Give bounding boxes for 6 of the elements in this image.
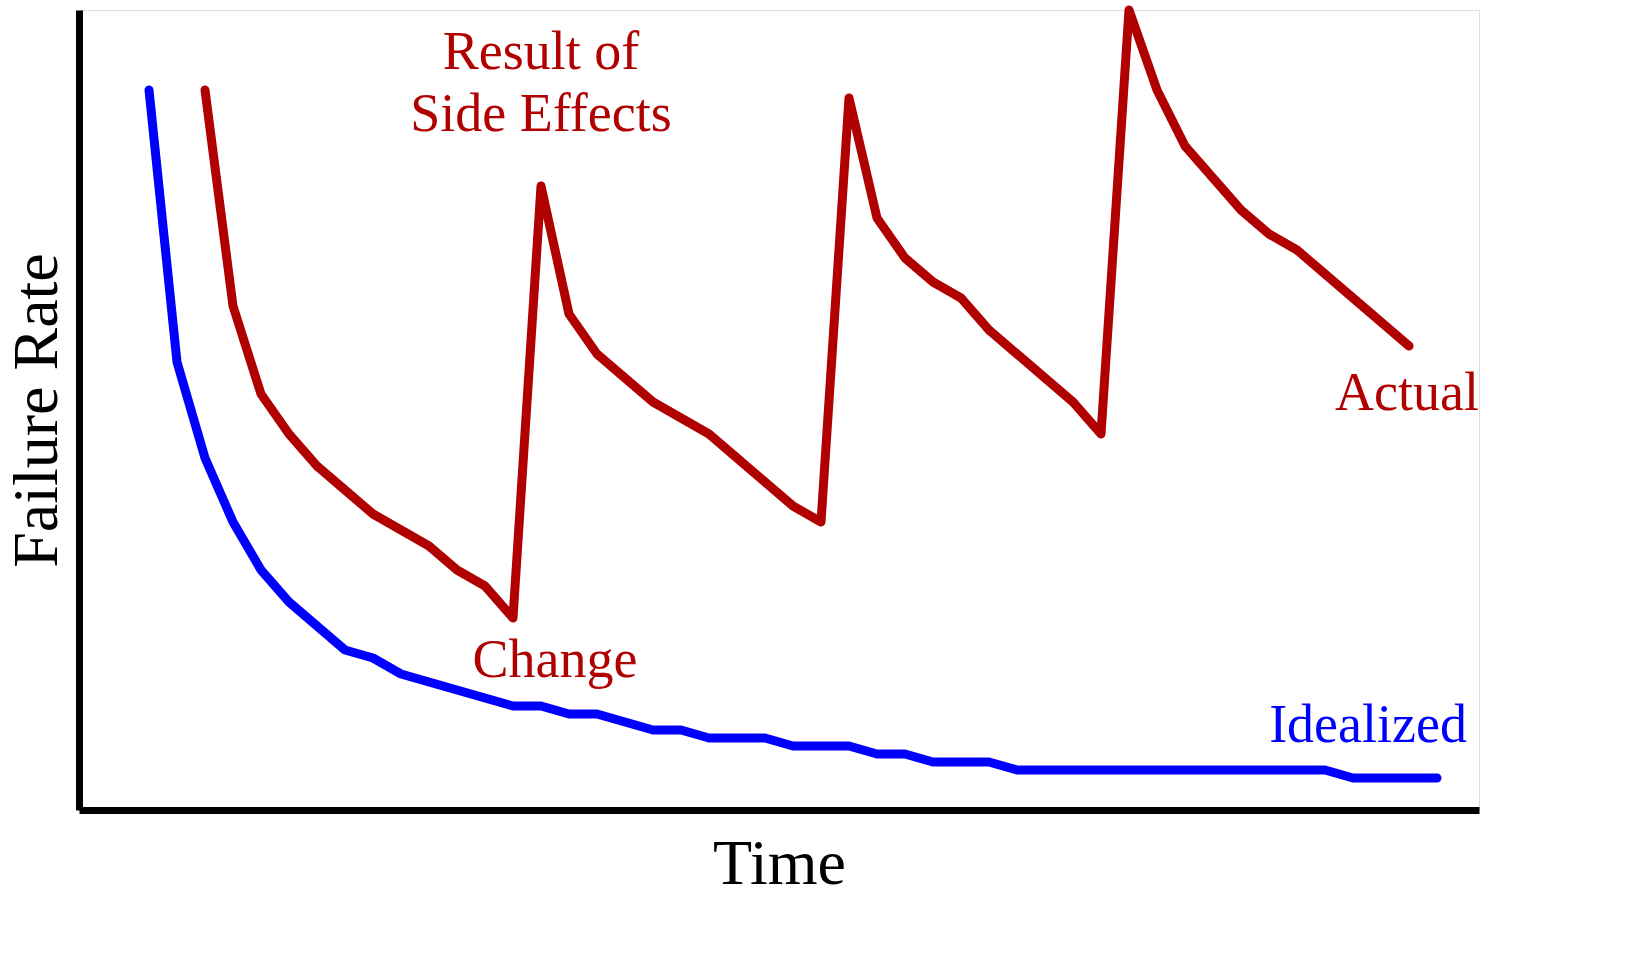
y-axis-title: Failure Rate (0, 253, 71, 568)
series-label: Idealized (1269, 694, 1467, 754)
series-label: Actual (1335, 362, 1479, 422)
annotation: Result of Side Effects (410, 21, 672, 143)
x-axis-title: Time (713, 826, 846, 898)
annotation: Change (472, 629, 638, 689)
